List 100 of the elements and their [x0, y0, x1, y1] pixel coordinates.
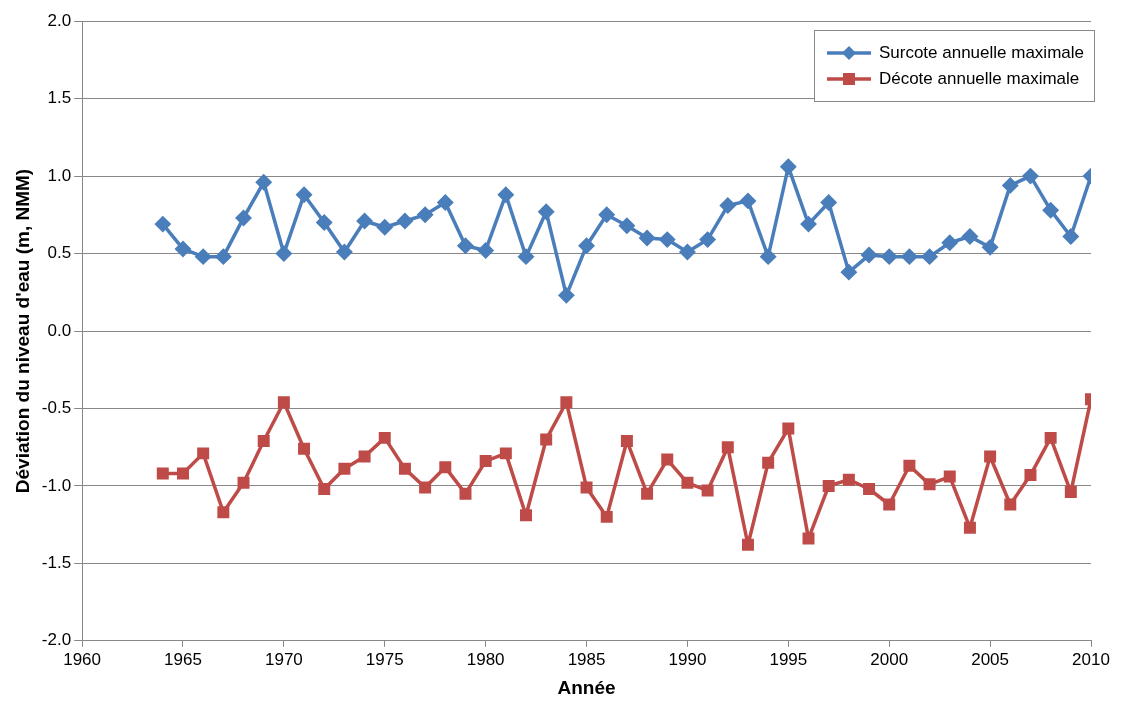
point — [720, 197, 736, 214]
y-tick-label: -0.5 — [41, 398, 72, 418]
y-tick-label: -1.0 — [41, 475, 72, 495]
point — [639, 230, 655, 246]
point — [1022, 168, 1039, 184]
point — [962, 228, 978, 245]
y-tick-label: 1.0 — [47, 165, 72, 185]
x-tick-label: 2005 — [971, 649, 1010, 669]
y-tick-label: 1.5 — [47, 88, 72, 108]
point — [903, 459, 916, 472]
point — [558, 287, 575, 304]
point — [1064, 486, 1077, 499]
point — [841, 264, 857, 280]
point — [499, 447, 512, 460]
point — [358, 450, 371, 463]
point — [861, 247, 877, 263]
point — [176, 467, 189, 480]
point — [600, 510, 613, 523]
point — [195, 248, 211, 265]
point — [598, 207, 615, 223]
x-axis-title: Année — [557, 676, 616, 698]
point — [580, 481, 593, 494]
point — [518, 248, 534, 265]
point — [982, 239, 998, 256]
point — [681, 476, 694, 489]
point — [356, 213, 373, 229]
y-axis-title: Déviation du niveau d'eau (m, NMM) — [11, 168, 33, 494]
point — [659, 231, 676, 248]
point — [479, 455, 492, 468]
point — [255, 174, 272, 191]
point — [942, 234, 958, 251]
point — [800, 216, 817, 232]
x-tick-label: 1975 — [365, 649, 404, 669]
point — [963, 521, 976, 534]
point — [175, 241, 191, 257]
point — [984, 450, 997, 463]
point — [477, 242, 494, 259]
x-tick-label: 1980 — [466, 649, 505, 669]
point — [338, 462, 351, 475]
point — [235, 210, 252, 226]
point — [901, 248, 918, 265]
y-tick-label: -1.5 — [41, 553, 72, 573]
point — [1002, 177, 1019, 194]
point — [1044, 431, 1057, 444]
point — [620, 434, 633, 447]
point — [217, 506, 230, 519]
point — [782, 422, 795, 435]
point — [560, 396, 573, 409]
x-tick-label: 1995 — [769, 649, 808, 669]
point — [943, 470, 956, 483]
point — [439, 461, 452, 474]
point — [520, 509, 533, 522]
point — [276, 245, 292, 262]
point — [883, 498, 896, 511]
point — [417, 207, 433, 223]
point — [740, 193, 756, 209]
x-tick-label: 2000 — [870, 649, 909, 669]
point — [498, 186, 514, 203]
point — [1024, 469, 1037, 482]
point — [397, 213, 413, 229]
point — [701, 484, 714, 497]
x-tick-label: 1960 — [63, 649, 102, 669]
point — [316, 214, 332, 231]
point — [298, 442, 311, 455]
legend-label: Surcote annuelle maximale — [878, 43, 1084, 63]
point — [641, 487, 654, 500]
point — [155, 216, 171, 232]
point — [419, 481, 432, 494]
point — [721, 441, 734, 454]
point — [336, 244, 353, 260]
x-tick-label: 1965 — [164, 649, 202, 669]
point — [760, 248, 776, 265]
legend-label: Décote annuelle maximale — [878, 69, 1080, 89]
point — [197, 447, 210, 460]
point — [1042, 202, 1059, 218]
point — [842, 473, 855, 486]
point — [1004, 498, 1017, 511]
point — [762, 456, 775, 469]
point — [679, 244, 696, 260]
x-tick-label: 1990 — [668, 649, 707, 669]
point — [215, 248, 232, 265]
x-tick-label: 2010 — [1072, 649, 1110, 669]
point — [619, 217, 635, 234]
point — [863, 483, 876, 495]
point — [540, 433, 553, 446]
y-tick-label: 0.5 — [47, 243, 72, 263]
point — [741, 538, 754, 551]
point — [881, 248, 897, 265]
point — [538, 203, 554, 220]
point — [257, 434, 270, 447]
point — [318, 483, 331, 495]
point — [802, 532, 815, 545]
point — [437, 194, 454, 211]
point — [820, 194, 837, 211]
point — [1063, 228, 1079, 245]
point — [578, 238, 595, 254]
x-tick-label: 1970 — [264, 649, 303, 669]
point — [457, 238, 474, 254]
point — [378, 431, 391, 444]
point — [277, 396, 290, 409]
